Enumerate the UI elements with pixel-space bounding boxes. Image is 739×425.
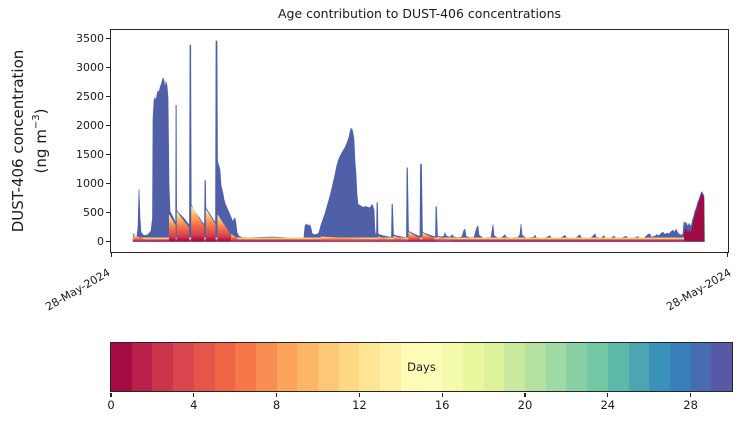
colorbar-segment: [607, 343, 629, 391]
age-wedge-series: [437, 236, 450, 242]
y-tick-mark: [106, 211, 110, 214]
y-axis-label-line1: DUST-406 concentration: [9, 49, 27, 233]
colorbar-segment: [669, 343, 691, 391]
y-tick-mark: [106, 240, 110, 243]
colorbar-segment: [380, 343, 401, 391]
colorbar-gradient: [111, 343, 733, 391]
age-wedge-series: [320, 236, 376, 242]
age-contribution-chart: [132, 40, 705, 242]
colorbar-tick-mark: [524, 393, 526, 397]
colorbar-segment: [525, 343, 546, 391]
colorbar-segment: [483, 343, 505, 391]
y-tick-label: 2500: [76, 90, 104, 104]
aged-dust-envelope-series: [132, 40, 705, 242]
colorbar-segment: [690, 343, 712, 391]
colorbar-tick-mark: [358, 393, 361, 397]
colorbar-segment: [193, 343, 215, 391]
colorbar-tick-label: 4: [190, 398, 198, 412]
x-tick-label-end-date: 28-May-2024: [664, 266, 734, 314]
age-wedge-series: [231, 233, 239, 242]
y-tick-label: 1500: [76, 148, 104, 162]
colorbar-segment: [111, 343, 132, 391]
age-wedge-series: [134, 235, 147, 242]
y-tick-mark: [106, 182, 110, 185]
colorbar-tick-mark: [110, 393, 112, 397]
colorbar-segment: [214, 343, 236, 391]
colorbar-segment: [152, 343, 174, 391]
y-axis-units-prefix: (ng m: [32, 129, 50, 174]
y-tick-mark: [106, 153, 110, 156]
colorbar-segment: [545, 343, 567, 391]
age-wedge-series: [205, 209, 216, 242]
colorbar-segment: [255, 343, 277, 391]
age-wedge-series: [408, 231, 421, 242]
colorbar-tick-label: 16: [434, 398, 450, 412]
age-wedge-series: [422, 232, 436, 242]
colorbar-tick-mark: [193, 393, 195, 397]
colorbar-segment: [318, 343, 339, 391]
age-wedge-series: [168, 214, 176, 242]
colorbar-tick-label: 0: [107, 398, 115, 412]
x-tick-mark: [727, 253, 729, 257]
colorbar-segment: [400, 343, 422, 391]
colorbar-tick-mark: [690, 393, 692, 397]
age-wedge-series: [393, 236, 407, 242]
colorbar-segment: [297, 343, 319, 391]
colorbar-tick-mark: [607, 393, 609, 397]
y-tick-mark: [106, 67, 110, 69]
x-tick-mark: [110, 253, 112, 257]
colorbar-segment: [566, 343, 588, 391]
colorbar-tick-label: 28: [683, 398, 698, 412]
y-tick-mark: [106, 96, 110, 98]
colorbar-segment: [442, 343, 463, 391]
age-wedge-series: [191, 205, 205, 242]
colorbar-tick-label: 24: [600, 398, 616, 412]
colorbar-tick-label: 8: [272, 398, 281, 412]
y-axis-units-exponent: −3: [31, 114, 42, 130]
colorbar-tick-mark: [276, 393, 278, 397]
y-tick-mark: [106, 125, 110, 127]
colorbar-segment: [587, 343, 608, 391]
colorbar-segment: [276, 343, 298, 391]
y-tick-label: 1000: [76, 177, 104, 191]
colorbar-segment: [421, 343, 443, 391]
colorbar-segment: [173, 343, 194, 391]
y-axis-label: DUST-406 concentration (ng m−3): [8, 0, 52, 306]
colorbar-segment: [235, 343, 256, 391]
colorbar-tick-mark: [441, 393, 443, 397]
y-tick-label: 2000: [76, 119, 104, 133]
fresh-dust-event-series: [684, 193, 704, 242]
y-tick-label: 0: [97, 235, 104, 248]
colorbar-tick-label: 20: [517, 398, 533, 412]
chart-title: Age contribution to DUST-406 concentrati…: [277, 6, 562, 21]
colorbar-tick-label: 12: [352, 398, 367, 412]
age-wedge-series: [217, 214, 232, 242]
colorbar-segment: [338, 343, 360, 391]
y-tick-label: 3000: [76, 61, 104, 75]
colorbar-segment: [628, 343, 650, 391]
plot-area: [110, 29, 729, 253]
y-axis-label-units: (ng m−3): [31, 109, 50, 174]
colorbar-segment: [462, 343, 484, 391]
colorbar-label: Days: [407, 360, 436, 374]
colorbar-segment: [711, 343, 733, 391]
age-wedge-series: [176, 211, 189, 242]
colorbar-segment: [504, 343, 526, 391]
colorbar-segment: [649, 343, 670, 391]
y-tick-mark: [106, 38, 110, 40]
colorbar-segment: [359, 343, 381, 391]
colorbar: Days: [110, 342, 733, 392]
colorbar-segment: [131, 343, 153, 391]
age-wedge-series: [378, 236, 392, 242]
y-tick-label: 500: [83, 206, 104, 220]
y-tick-label: 3500: [76, 32, 104, 46]
